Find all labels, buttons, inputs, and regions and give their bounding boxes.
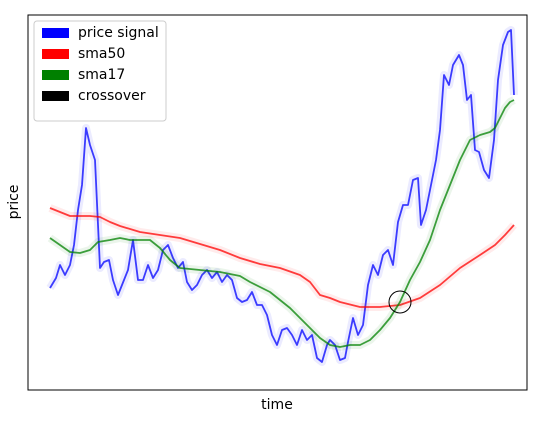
plot-frame (27, 14, 528, 391)
legend-swatch (42, 49, 69, 59)
x-axis-label: time (261, 397, 293, 413)
series-line (49, 29, 515, 363)
crossover-marker (388, 290, 412, 314)
legend-label: crossover (78, 88, 146, 104)
series-line (49, 207, 515, 308)
y-axis-label: price (6, 185, 22, 220)
series-line (49, 99, 515, 348)
legend-label: sma17 (78, 67, 125, 83)
legend-swatch (42, 91, 69, 101)
legend-swatch (42, 28, 69, 38)
legend-label: sma50 (78, 46, 125, 62)
legend-swatch (42, 70, 69, 80)
legend-label: price signal (78, 25, 159, 41)
